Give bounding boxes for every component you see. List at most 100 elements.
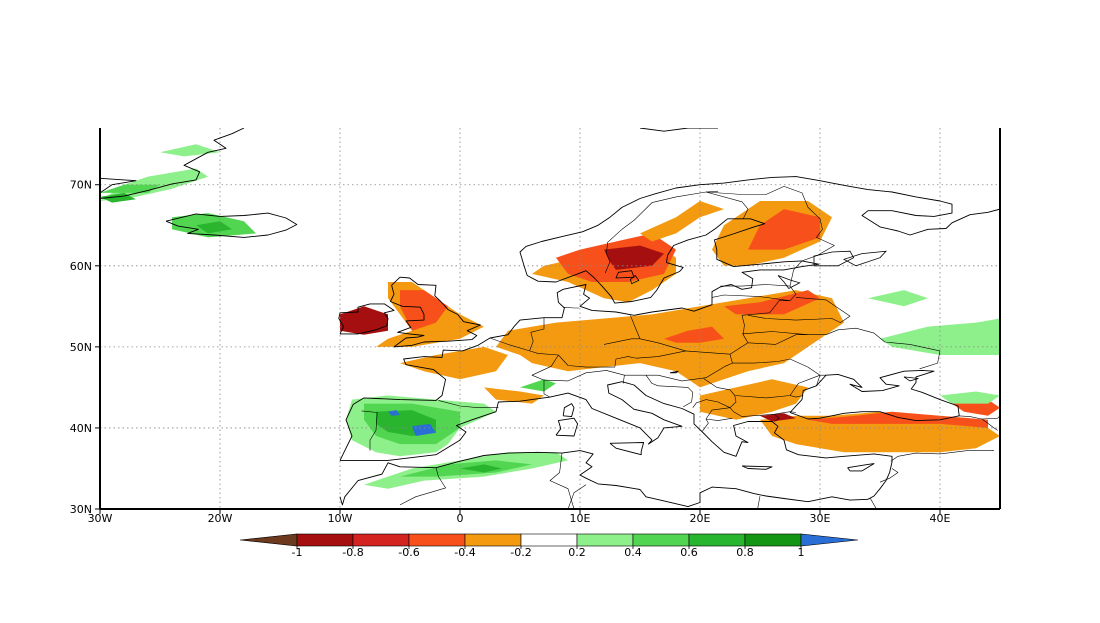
coastline-4 — [165, 212, 298, 238]
coastline-15 — [258, 521, 265, 525]
border-26 — [741, 331, 809, 335]
colorbar-label: -0.6 — [398, 546, 419, 559]
coastline-14 — [789, 369, 960, 422]
x-tick-label: 30E — [810, 512, 831, 525]
anomaly-region-russia-east — [880, 318, 1000, 355]
border-30 — [890, 456, 899, 462]
lake-1 — [813, 250, 855, 267]
border-17 — [774, 413, 780, 422]
colorbar-box — [744, 533, 802, 547]
lake-0 — [842, 250, 888, 267]
border-8 — [705, 186, 835, 262]
border-12 — [720, 284, 791, 287]
lake-2 — [615, 270, 635, 279]
anomaly-region-iceland-core — [196, 221, 232, 234]
border-29 — [897, 450, 994, 457]
latitude-ticks: 30N 40N 50N 60N 70N — [70, 179, 100, 516]
colorbar-label: 0.8 — [736, 546, 754, 559]
border-34 — [757, 495, 761, 509]
coastline-7 — [639, 128, 718, 132]
border-22 — [645, 375, 659, 387]
border-15 — [789, 395, 804, 398]
border-37 — [361, 410, 378, 451]
coastline-0 — [340, 381, 893, 500]
anomaly-field — [100, 144, 1000, 489]
y-tick-label: 60N — [70, 260, 92, 273]
border-20 — [692, 399, 731, 408]
y-tick-label: 70N — [70, 179, 92, 192]
coastline-9 — [562, 403, 575, 418]
anomaly-region-sweden-core — [604, 245, 664, 270]
coastlines — [100, 128, 1000, 525]
colorbar: -1 -0.8 -0.6 -0.4 -0.2 0.2 0.4 0.6 0.8 1 — [239, 533, 859, 559]
x-tick-label: 10E — [570, 512, 591, 525]
colorbar-box — [464, 533, 522, 547]
colorbar-label: 1 — [798, 546, 805, 559]
anomaly-region-poland-core — [664, 326, 724, 343]
lake-4 — [777, 275, 801, 290]
colorbar-low-arrow — [239, 533, 298, 547]
border-1 — [489, 337, 559, 398]
map-frame — [99, 128, 1001, 510]
anomaly-region-caucasus — [952, 399, 1000, 416]
lake-6 — [669, 370, 679, 374]
border-33 — [399, 467, 446, 506]
lake-5 — [903, 376, 919, 382]
colorbar-box — [408, 533, 466, 547]
colorbar-box — [576, 533, 634, 547]
colorbar-high-arrow — [800, 533, 859, 547]
border-6 — [563, 306, 579, 309]
anomaly-region-russia-north — [868, 290, 928, 307]
colorbar-label: -0.4 — [454, 546, 475, 559]
colorbar-label: -1 — [292, 546, 303, 559]
border-21 — [657, 385, 694, 408]
lake-3 — [629, 274, 640, 285]
colorbar-label: 0.6 — [680, 546, 698, 559]
anomaly-region-caucasus-green — [940, 391, 1000, 404]
colorbar-box — [520, 533, 578, 547]
coastline-8 — [555, 417, 579, 437]
border-24 — [747, 327, 941, 370]
anomaly-region-iberia-blue-1 — [388, 410, 400, 416]
border-19 — [702, 418, 709, 432]
border-27 — [981, 415, 1000, 420]
border-11 — [711, 294, 791, 301]
coastline-5 — [100, 128, 245, 199]
border-23 — [622, 375, 625, 384]
colorbar-label: -0.2 — [510, 546, 531, 559]
border-25 — [747, 297, 851, 323]
anomaly-region-sweden-north — [640, 201, 724, 242]
coastline-2 — [389, 276, 481, 348]
border-9 — [705, 191, 749, 219]
anomaly-region-turkey-north — [808, 411, 988, 428]
anomaly-region-romania-balkans — [700, 379, 808, 420]
x-tick-label: 10W — [328, 512, 353, 525]
border-31 — [567, 484, 587, 509]
anomaly-region-france-west — [400, 346, 508, 380]
x-tick-label: 20E — [690, 512, 711, 525]
graticule — [100, 128, 1000, 509]
border-35 — [870, 498, 877, 509]
border-10 — [729, 260, 803, 355]
border-16 — [729, 395, 797, 417]
coastline-1 — [339, 176, 1000, 461]
y-tick-label: 40N — [70, 422, 92, 435]
x-tick-label: 40E — [930, 512, 951, 525]
longitude-ticks: 30W 20W 10W 0 10E 20E 30E 40E — [88, 509, 951, 525]
border-2 — [529, 317, 545, 352]
anomaly-region-iberia-blue-2 — [412, 423, 436, 436]
border-0 — [438, 400, 499, 409]
y-tick-label: 30N — [70, 503, 92, 516]
colorbar-label: 0.2 — [568, 546, 586, 559]
colorbar-box — [632, 533, 690, 547]
anomaly-region-greenland-top — [160, 144, 220, 157]
x-tick-label: 0 — [457, 512, 464, 525]
border-7 — [604, 190, 719, 274]
border-28 — [957, 415, 998, 431]
coastline-6 — [100, 177, 137, 194]
coastline-13 — [339, 450, 869, 508]
coastline-3 — [338, 303, 395, 335]
border-32 — [549, 453, 575, 509]
border-36 — [879, 468, 899, 483]
